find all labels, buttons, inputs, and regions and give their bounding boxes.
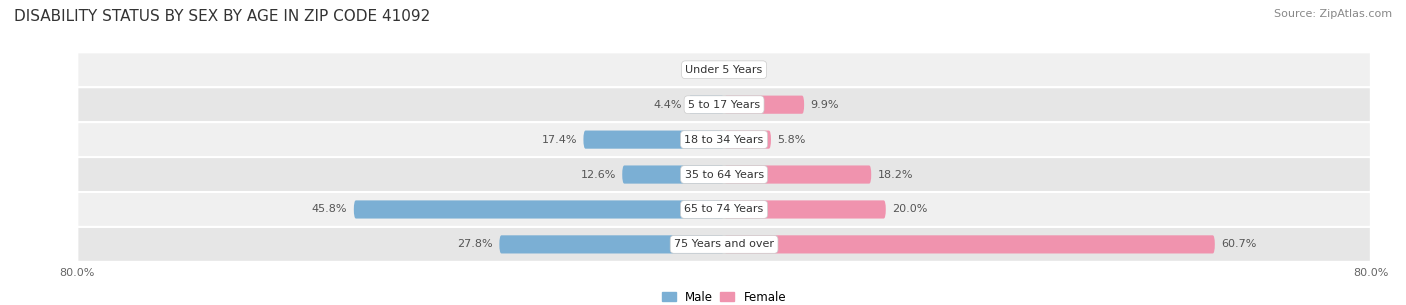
FancyBboxPatch shape [583,131,724,149]
FancyBboxPatch shape [724,235,1215,253]
FancyBboxPatch shape [77,52,1371,87]
FancyBboxPatch shape [354,200,724,219]
FancyBboxPatch shape [724,165,872,184]
Text: 35 to 64 Years: 35 to 64 Years [685,170,763,180]
FancyBboxPatch shape [77,157,1371,192]
Text: 18.2%: 18.2% [877,170,912,180]
Text: 17.4%: 17.4% [541,135,576,145]
Text: 5.8%: 5.8% [778,135,806,145]
FancyBboxPatch shape [724,131,770,149]
FancyBboxPatch shape [77,192,1371,227]
Text: 12.6%: 12.6% [581,170,616,180]
Text: 20.0%: 20.0% [893,204,928,214]
Text: Under 5 Years: Under 5 Years [686,65,762,75]
Text: 0.0%: 0.0% [689,65,717,75]
Text: 4.4%: 4.4% [654,100,682,110]
FancyBboxPatch shape [77,122,1371,157]
Text: 5 to 17 Years: 5 to 17 Years [688,100,761,110]
Text: 65 to 74 Years: 65 to 74 Years [685,204,763,214]
Text: 9.9%: 9.9% [811,100,839,110]
Text: 75 Years and over: 75 Years and over [673,239,775,249]
Legend: Male, Female: Male, Female [658,287,790,305]
Text: 18 to 34 Years: 18 to 34 Years [685,135,763,145]
Text: 0.0%: 0.0% [731,65,759,75]
FancyBboxPatch shape [77,87,1371,122]
Text: Source: ZipAtlas.com: Source: ZipAtlas.com [1274,9,1392,19]
FancyBboxPatch shape [724,95,804,114]
FancyBboxPatch shape [623,165,724,184]
Text: 45.8%: 45.8% [312,204,347,214]
FancyBboxPatch shape [77,227,1371,262]
Text: DISABILITY STATUS BY SEX BY AGE IN ZIP CODE 41092: DISABILITY STATUS BY SEX BY AGE IN ZIP C… [14,9,430,24]
FancyBboxPatch shape [499,235,724,253]
FancyBboxPatch shape [724,200,886,219]
Text: 60.7%: 60.7% [1222,239,1257,249]
FancyBboxPatch shape [689,95,724,114]
Text: 27.8%: 27.8% [457,239,494,249]
